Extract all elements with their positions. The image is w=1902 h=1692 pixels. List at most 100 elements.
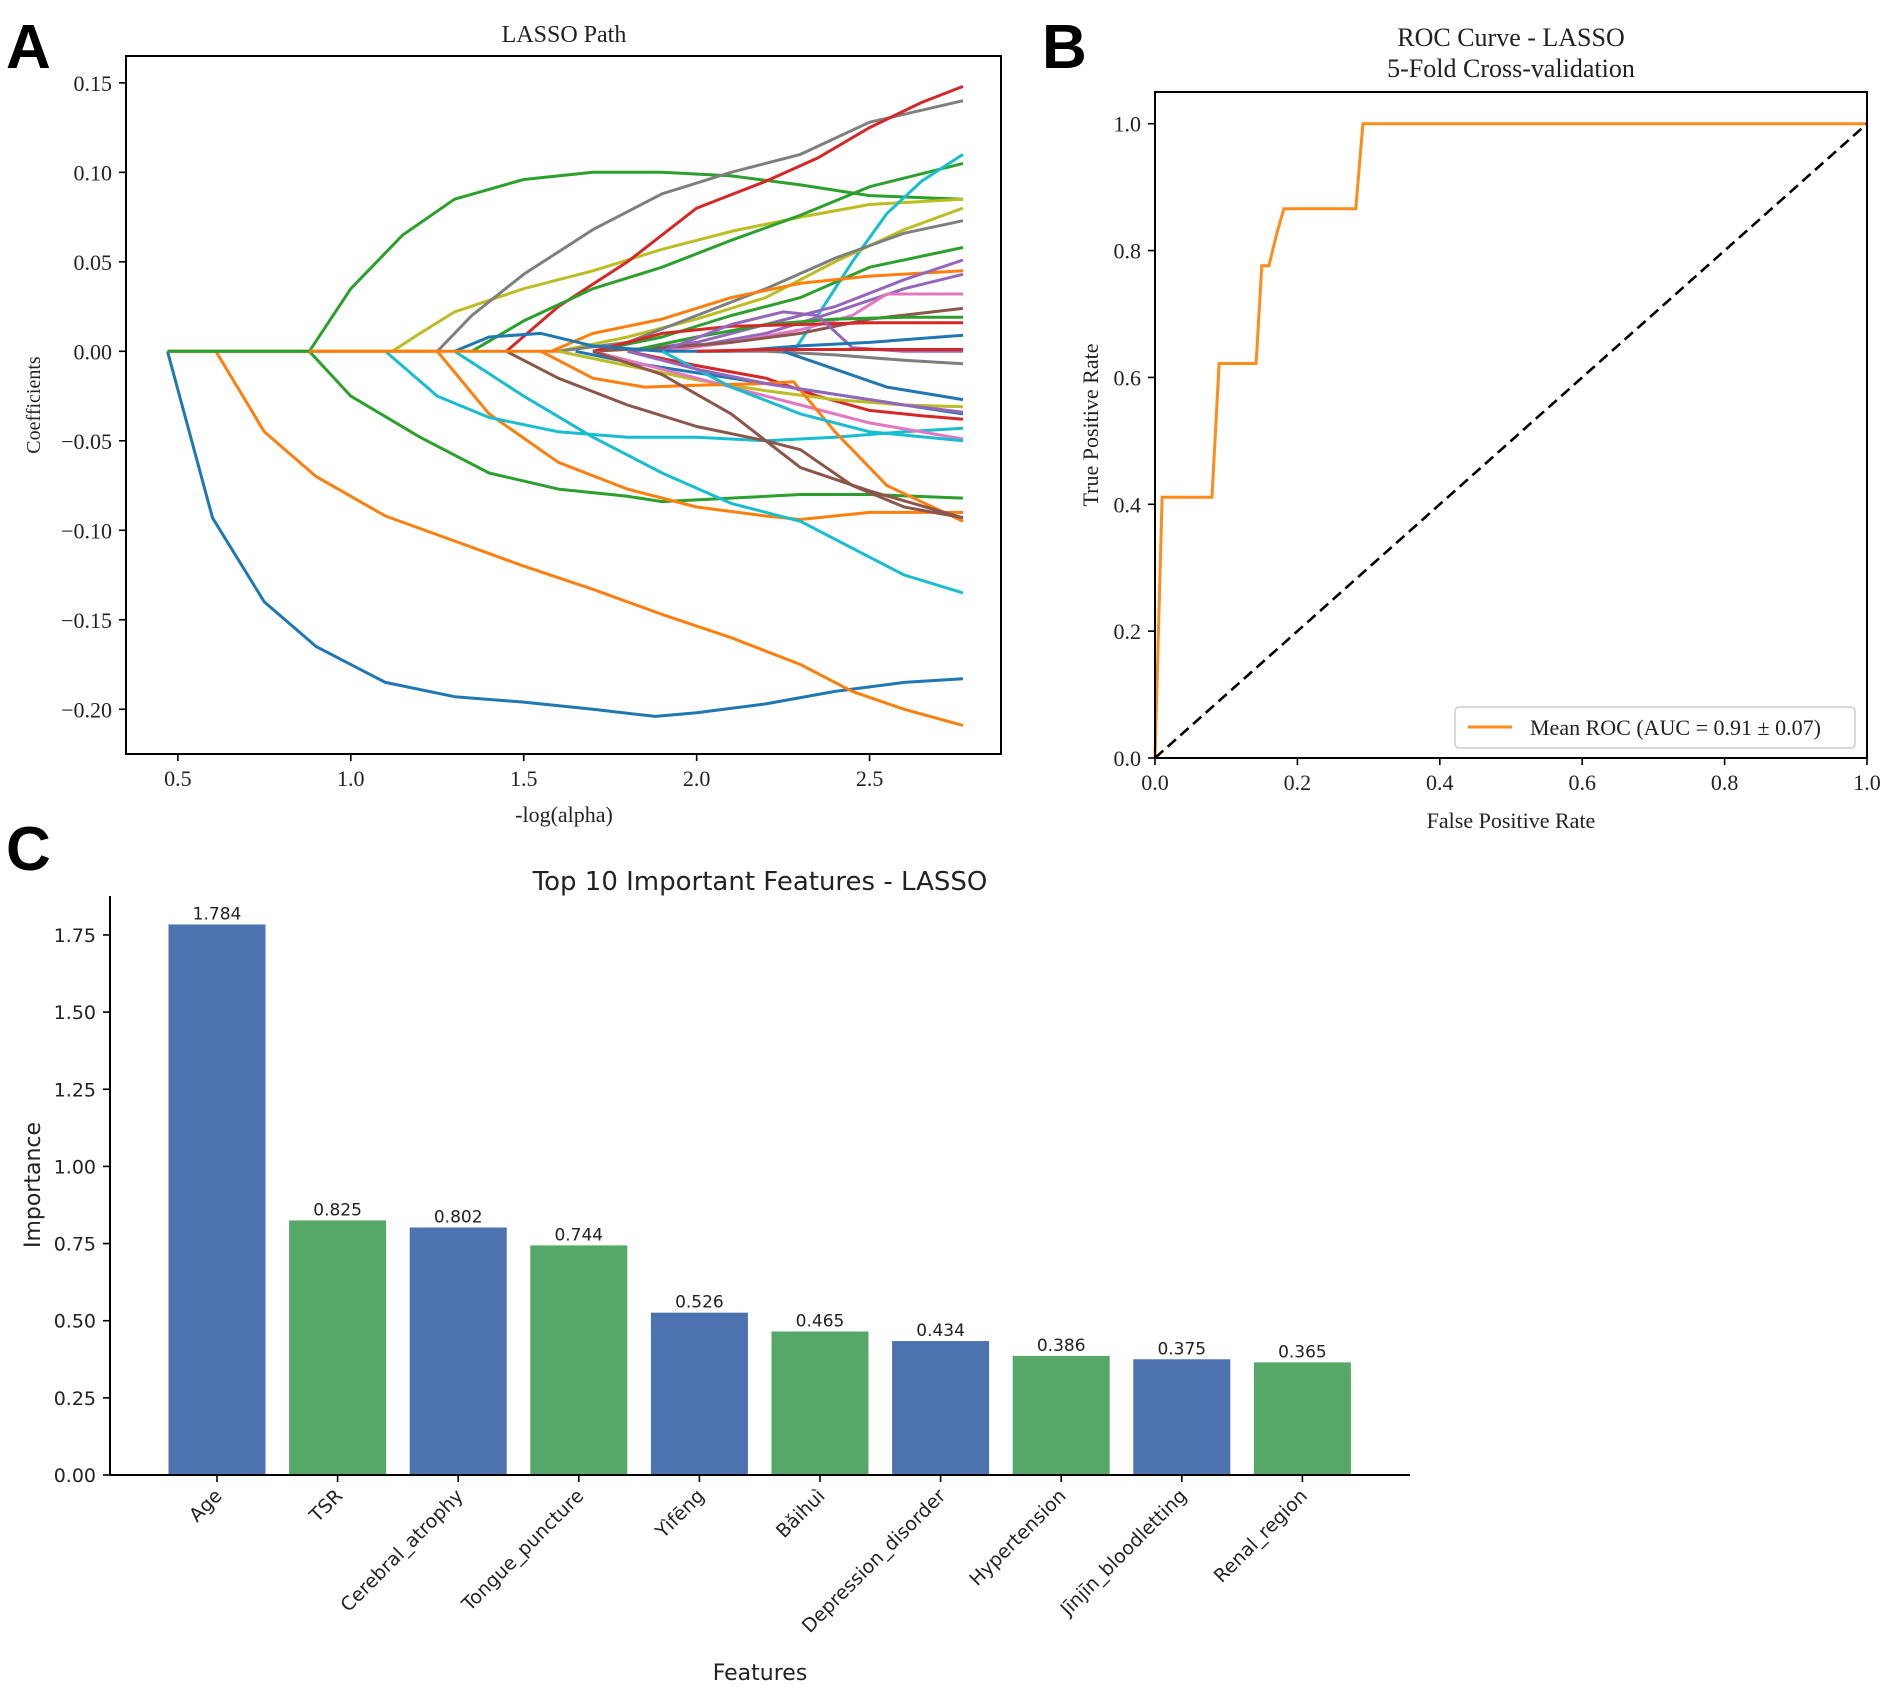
lasso-x-ticks: 0.5 1.0 1.5 2.0 2.5 (164, 754, 883, 791)
lasso-path-line (436, 99, 964, 353)
importance-category-label: Renal_region (1210, 1485, 1312, 1587)
lasso-path-line (627, 315, 963, 353)
roc-chart: ROC Curve - LASSO 5-Fold Cross-validatio… (1078, 23, 1881, 833)
importance-y-tick-label: 1.50 (54, 1002, 96, 1024)
importance-category-label: Bǎihuì (772, 1485, 830, 1543)
lasso-y-tick-label: 0.10 (74, 160, 113, 185)
panel-letter-b: B (1042, 13, 1087, 82)
lasso-path-line (592, 321, 963, 353)
lasso-path-line (558, 219, 964, 353)
lasso-path-line (384, 350, 964, 443)
lasso-path-line (550, 269, 964, 353)
importance-category-label: Hypertension (965, 1485, 1070, 1590)
importance-value-label: 0.365 (1278, 1342, 1327, 1362)
importance-bar (1012, 1355, 1110, 1475)
importance-bar (530, 1245, 628, 1475)
lasso-path-line (166, 350, 964, 718)
roc-y-tick-label: 0.0 (1114, 746, 1142, 771)
lasso-path-line (782, 349, 964, 402)
lasso-axes-frame (125, 55, 1002, 755)
lasso-path-line (557, 206, 964, 353)
importance-y-tick-label: 0.00 (54, 1465, 96, 1487)
lasso-x-tick-label: 0.5 (164, 766, 192, 791)
importance-bar (168, 924, 266, 1475)
importance-bar (1133, 1359, 1231, 1475)
roc-y-tick-label: 1.0 (1114, 112, 1142, 137)
roc-x-tick-label: 0.8 (1711, 770, 1739, 795)
lasso-x-tick-label: 1.5 (510, 766, 538, 791)
lasso-path-line (696, 349, 964, 366)
roc-legend-label: Mean ROC (AUC = 0.91 ± 0.07) (1530, 715, 1821, 740)
importance-category-label: Yìfēng (651, 1485, 709, 1543)
importance-bar (409, 1227, 507, 1475)
roc-legend-box (1454, 706, 1856, 749)
lasso-chart-title: LASSO Path (502, 22, 627, 48)
lasso-path-line (167, 170, 964, 353)
lasso-path-line (453, 350, 964, 595)
importance-category-label: TSR (305, 1485, 347, 1527)
panel-letter-c: C (6, 815, 51, 884)
roc-x-tick-label: 1.0 (1853, 770, 1881, 795)
lasso-x-label: -log(alpha) (515, 802, 613, 827)
importance-value-label: 0.375 (1157, 1339, 1206, 1359)
importance-y-tick-label: 1.75 (54, 925, 96, 947)
roc-x-tick-label: 0.2 (1284, 770, 1312, 795)
roc-x-ticks: 0.0 0.2 0.4 0.6 0.8 1.0 (1141, 758, 1881, 795)
lasso-path-line (308, 350, 964, 504)
lasso-y-tick-label: −0.05 (61, 429, 112, 454)
lasso-path-line (592, 349, 964, 441)
importance-y-tick-label: 0.50 (54, 1311, 96, 1333)
lasso-y-tick-label: −0.10 (61, 518, 112, 543)
lasso-path-line (471, 161, 964, 353)
panel-letter-a: A (6, 13, 51, 82)
lasso-path-line (309, 349, 963, 521)
importance-value-label: 0.526 (675, 1293, 724, 1313)
importance-y-tick-label: 1.25 (54, 1079, 96, 1101)
roc-y-ticks: 0.0 0.2 0.4 0.6 0.8 1.0 (1114, 112, 1155, 771)
importance-category-label: Jīnjīn_bloodletting (1056, 1485, 1192, 1621)
importance-category-label: Cerebral_atrophy (336, 1485, 467, 1616)
lasso-y-tick-label: 0.00 (74, 339, 113, 364)
importance-value-label: 0.744 (554, 1225, 603, 1245)
feature-importance-chart: Top 10 Important Features - LASSO 1.784 0… (21, 867, 1410, 1686)
lasso-lines (166, 85, 964, 727)
lasso-y-label: Coefficients (23, 356, 45, 454)
lasso-y-tick-label: 0.15 (74, 71, 113, 96)
lasso-path-line (696, 348, 963, 353)
roc-legend: Mean ROC (AUC = 0.91 ± 0.07) (1454, 706, 1856, 749)
lasso-x-tick-label: 2.0 (683, 766, 711, 791)
lasso-path-line (592, 349, 964, 520)
roc-lines (1153, 122, 1868, 759)
importance-x-label: Features (713, 1661, 808, 1686)
lasso-path-line (661, 310, 963, 353)
roc-y-tick-label: 0.4 (1114, 492, 1142, 517)
roc-axes-frame (1154, 91, 1868, 759)
importance-bar (771, 1331, 869, 1475)
lasso-path-line (592, 246, 964, 353)
importance-bar (650, 1312, 748, 1475)
lasso-path-chart: LASSO Path 0.5 1.0 1.5 2.0 2.5 0.150.100.050… (23, 22, 1002, 827)
importance-value-label: 0.825 (313, 1200, 362, 1220)
importance-y-label: Importance (21, 1122, 46, 1248)
importance-y-tick-label: 1.00 (54, 1156, 96, 1178)
lasso-x-tick-label: 1.0 (337, 766, 365, 791)
lasso-path-line (627, 349, 964, 414)
importance-value-label: 1.784 (193, 904, 242, 924)
roc-x-label: False Positive Rate (1427, 808, 1596, 833)
roc-y-tick-label: 0.2 (1114, 619, 1142, 644)
importance-y-tick-label: 0.75 (54, 1234, 96, 1256)
lasso-y-tick-label: 0.05 (74, 250, 113, 275)
importance-category-label: Tongue_puncture (457, 1485, 588, 1616)
importance-chart-title: Top 10 Important Features - LASSO (532, 867, 988, 897)
roc-x-tick-label: 0.4 (1426, 770, 1454, 795)
roc-y-tick-label: 0.8 (1114, 239, 1142, 264)
lasso-path-line (505, 85, 964, 353)
importance-value-label: 0.802 (434, 1208, 483, 1228)
lasso-path-line (214, 350, 964, 727)
importance-category-label: Age (185, 1485, 227, 1527)
importance-value-label: 0.434 (916, 1321, 965, 1341)
chance-diagonal-line (1154, 122, 1868, 759)
lasso-y-tick-label: −0.15 (61, 608, 112, 633)
